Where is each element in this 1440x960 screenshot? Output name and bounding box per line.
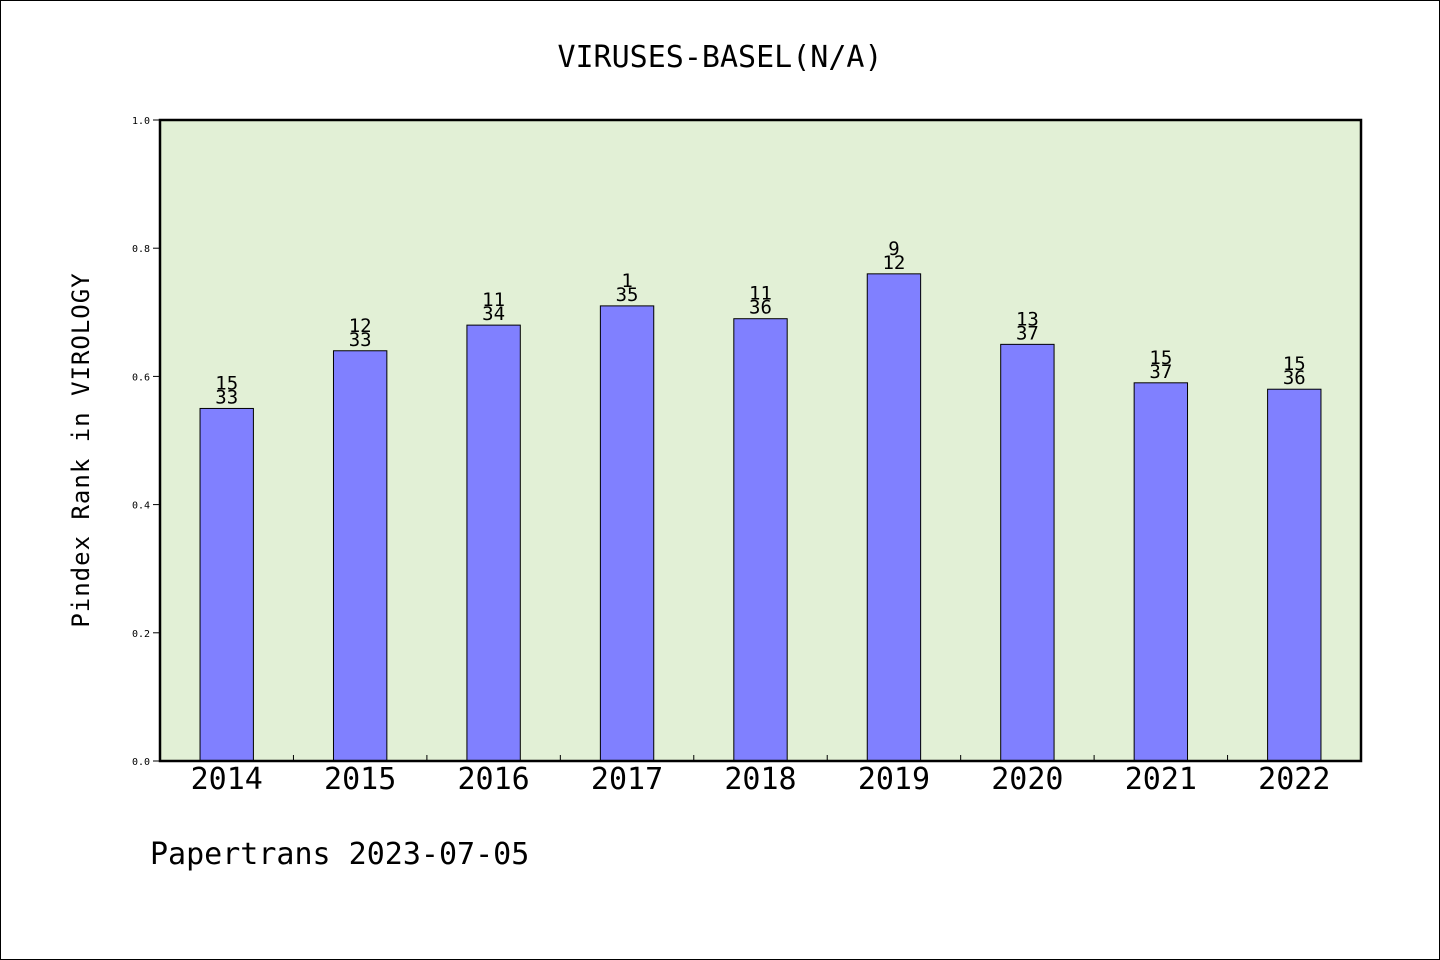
y-tick-label-4: 0.8 bbox=[132, 244, 150, 255]
bar-label-top-2021: 15 bbox=[1149, 347, 1172, 369]
y-tick-label-5: 1.0 bbox=[132, 116, 150, 127]
x-axis-ticks: 2014 2015 2016 2017 2018 2019 2020 2021 2022 bbox=[191, 755, 1330, 797]
plot-border bbox=[158, 118, 1363, 763]
bar-2020 bbox=[1000, 343, 1055, 762]
x-tick-label-2016: 2016 bbox=[457, 762, 529, 797]
x-tick-label-2017: 2017 bbox=[591, 762, 663, 797]
x-tick-label-2019: 2019 bbox=[858, 762, 930, 797]
bar-2014 bbox=[199, 407, 254, 762]
bar-2016 bbox=[466, 324, 521, 762]
bar-label-bottom-2020: 37 bbox=[1016, 322, 1039, 344]
bar-label-bottom-2017: 35 bbox=[616, 284, 639, 306]
bar-label-top-2017: 1 bbox=[621, 270, 632, 292]
bar-label-bottom-2014: 33 bbox=[215, 386, 238, 408]
bar-2022 bbox=[1267, 388, 1322, 762]
chart-title: VIRUSES-BASEL(N/A) bbox=[557, 40, 882, 75]
bar-label-top-2022: 15 bbox=[1283, 353, 1306, 375]
y-tick-label-0: 0.0 bbox=[132, 757, 150, 768]
bars-group bbox=[199, 273, 1322, 762]
y-tick-label-2: 0.4 bbox=[132, 501, 150, 512]
bar-label-bottom-2021: 37 bbox=[1149, 361, 1172, 383]
bar-label-top-2019: 9 bbox=[888, 238, 899, 260]
bar-2018 bbox=[733, 318, 788, 762]
x-tick-label-2022: 2022 bbox=[1258, 762, 1330, 797]
bar-label-bottom-2018: 36 bbox=[749, 297, 772, 319]
bar-label-bottom-2019: 12 bbox=[882, 252, 905, 274]
y-tick-label-3: 0.6 bbox=[132, 372, 150, 383]
bar-label-bottom-2016: 34 bbox=[482, 303, 505, 325]
x-tick-label-2015: 2015 bbox=[324, 762, 396, 797]
bar-label-top-2014: 15 bbox=[215, 372, 238, 394]
bar-2019 bbox=[866, 273, 922, 762]
y-tick-label-1: 0.2 bbox=[132, 629, 150, 640]
bar-label-top-2016: 11 bbox=[482, 289, 505, 311]
bar-label-bottom-2022: 36 bbox=[1283, 367, 1306, 389]
x-tick-label-2020: 2020 bbox=[991, 762, 1063, 797]
bar-label-top-2018: 11 bbox=[749, 283, 772, 305]
x-tick-label-2014: 2014 bbox=[191, 762, 263, 797]
bar-2017 bbox=[599, 305, 655, 762]
bar-2015 bbox=[332, 350, 388, 762]
x-tick-label-2018: 2018 bbox=[724, 762, 796, 797]
bar-label-top-2020: 13 bbox=[1016, 308, 1039, 330]
bar-label-bottom-2015: 33 bbox=[349, 329, 372, 351]
y-axis-label: Pindex Rank in VIROLOGY bbox=[67, 272, 95, 627]
bar-label-top-2015: 12 bbox=[349, 315, 372, 337]
y-axis-ticks: 0.0 0.2 0.4 0.6 0.8 1.0 bbox=[132, 116, 160, 768]
x-tick-label-2021: 2021 bbox=[1125, 762, 1197, 797]
footer-credit: Papertrans 2023-07-05 bbox=[150, 837, 529, 872]
bar-2021 bbox=[1133, 382, 1189, 762]
